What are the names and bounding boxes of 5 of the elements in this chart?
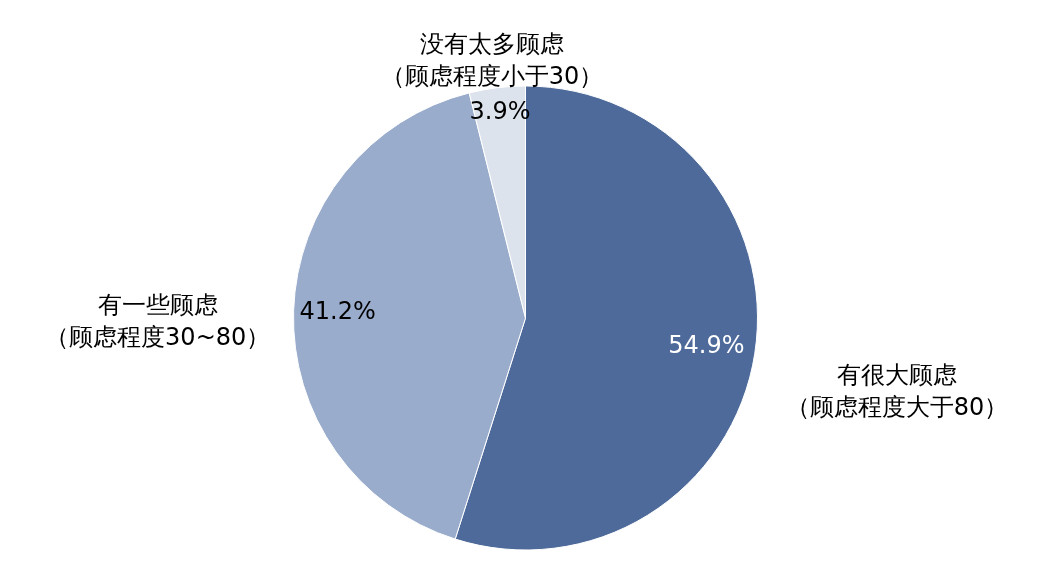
slice-label: 没有太多顾虑（顾虑程度小于30） [380,30,604,91]
slice-label: 有很大顾虑（顾虑程度大于80） [785,360,1009,421]
data-label: 54.9% [668,331,745,360]
data-label: 41.2% [299,297,376,326]
slice-label: 有一些顾虑（顾虑程度30~80） [45,291,271,352]
